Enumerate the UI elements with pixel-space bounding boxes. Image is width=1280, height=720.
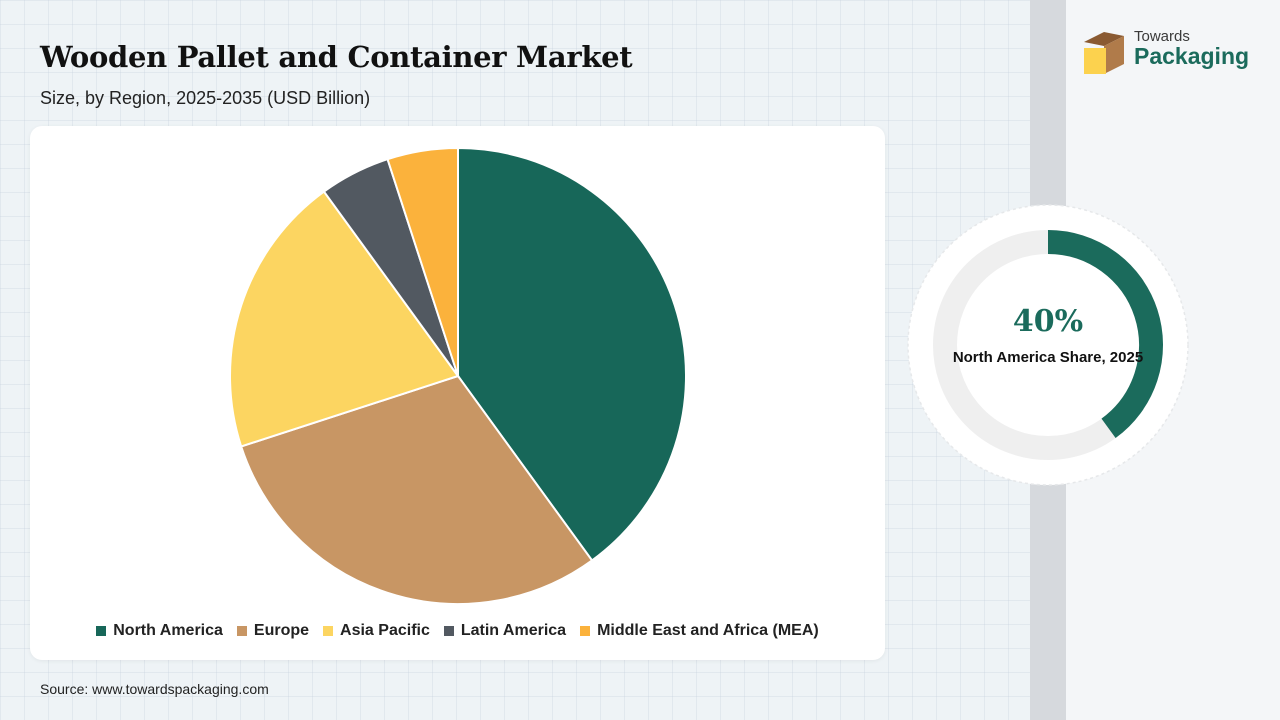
chart-legend: North America Europe Asia Pacific Latin Ame… bbox=[30, 622, 885, 640]
pie-slice-middle-east-and-africa-mea bbox=[386, 146, 459, 377]
legend-item-middle-east-and-africa-mea: Middle East and Africa (MEA) bbox=[580, 622, 819, 640]
share-donut bbox=[907, 204, 1189, 486]
legend-swatch bbox=[443, 626, 454, 636]
pie-slice-north-america bbox=[457, 146, 687, 562]
share-value: 40% bbox=[1012, 304, 1084, 339]
legend-swatch bbox=[580, 626, 591, 636]
legend-label: Middle East and Africa (MEA) bbox=[597, 622, 819, 639]
pie-slice-asia-pacific bbox=[229, 190, 460, 448]
legend-label: North America bbox=[113, 622, 223, 639]
legend-item-europe: Europe bbox=[236, 622, 310, 640]
pie-chart bbox=[229, 146, 687, 605]
legend-item-latin-america: Latin America bbox=[443, 622, 567, 640]
legend-label: Latin America bbox=[460, 622, 567, 639]
legend-swatch bbox=[236, 626, 247, 636]
brand-logo: Towards Packaging bbox=[1082, 28, 1262, 78]
legend-swatch bbox=[96, 626, 107, 636]
share-caption: North America Share, 2025 bbox=[952, 349, 1144, 366]
chart-title: Wooden Pallet and Container Market bbox=[40, 40, 633, 74]
share-highlight: 40% North America Share, 2025 bbox=[905, 204, 1191, 486]
legend-item-north-america: North America bbox=[96, 622, 223, 640]
legend-item-asia-pacific: Asia Pacific bbox=[323, 622, 430, 640]
logo-text-towards: Towards bbox=[1134, 28, 1190, 45]
chart-subtitle: Size, by Region, 2025-2035 (USD Billion) bbox=[40, 88, 371, 108]
logo-text-packaging: Packaging bbox=[1134, 43, 1250, 69]
legend-swatch bbox=[323, 626, 334, 636]
box-logo-icon bbox=[1084, 32, 1124, 74]
pie-slice-europe bbox=[239, 374, 594, 605]
donut-share-arc bbox=[1047, 230, 1163, 439]
legend-label: Asia Pacific bbox=[340, 622, 430, 639]
chart-card: North America Europe Asia Pacific Latin Ame… bbox=[30, 126, 885, 660]
source-note: Source: www.towardspackaging.com bbox=[40, 681, 269, 697]
legend-label: Europe bbox=[253, 622, 310, 639]
